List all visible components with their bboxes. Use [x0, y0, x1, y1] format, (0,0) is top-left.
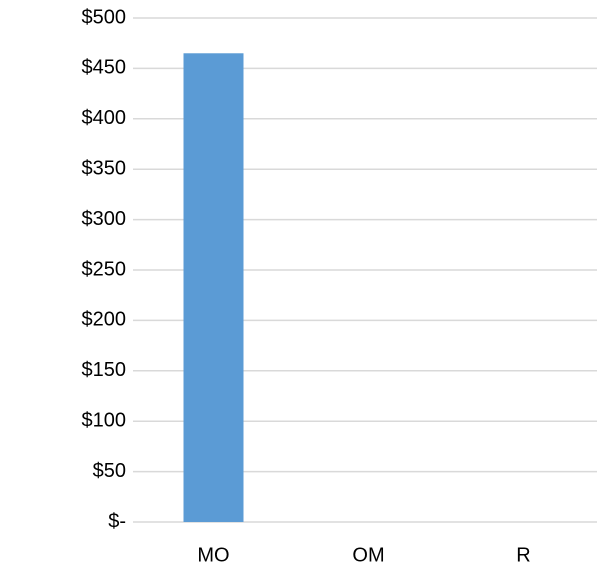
bar [183, 53, 244, 522]
x-tick-label: OM [352, 544, 384, 566]
y-tick-label: $400 [82, 107, 127, 129]
y-tick-label: $100 [82, 409, 127, 431]
x-tick-label: MO [197, 544, 229, 566]
y-tick-label: $50 [93, 460, 126, 482]
y-tick-label: $200 [82, 309, 127, 331]
y-tick-label: $350 [82, 157, 127, 179]
x-tick-label: R [516, 544, 530, 566]
y-tick-label: $- [108, 510, 126, 532]
y-tick-label: $300 [82, 208, 127, 230]
y-tick-label: $250 [82, 258, 127, 280]
y-tick-label: $450 [82, 57, 127, 79]
y-tick-label: $150 [82, 359, 127, 381]
y-tick-label: $500 [82, 6, 127, 28]
